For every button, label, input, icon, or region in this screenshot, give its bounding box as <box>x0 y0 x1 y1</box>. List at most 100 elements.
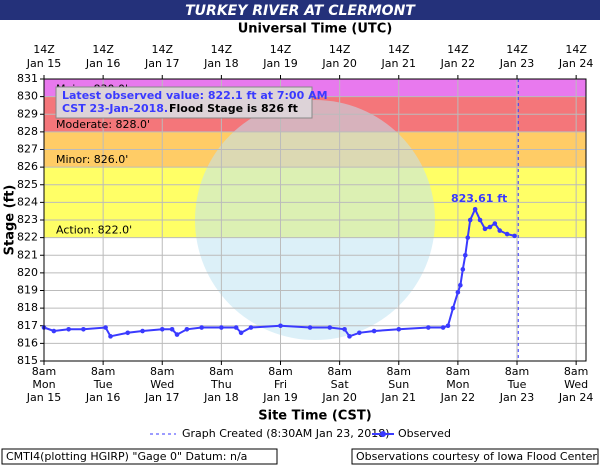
observed-point <box>426 325 431 330</box>
observed-point <box>184 326 190 332</box>
chart-title: TURKEY RIVER AT CLERMONT <box>185 3 416 19</box>
observed-point <box>371 328 377 334</box>
observed-point <box>458 282 463 288</box>
info-box <box>55 86 313 119</box>
footer-left: CMTI4(plotting HGIRP) "Gage 0" Datum: n/… <box>6 450 247 463</box>
x2-tick-date: Jan 21 <box>381 57 416 70</box>
observed-point <box>357 330 362 336</box>
observed-point <box>492 221 498 226</box>
info-flood-stage: Flood Stage is 826 ft <box>169 102 298 115</box>
y-tick-label: 827 <box>17 143 38 156</box>
y-tick-label: 826 <box>17 160 38 173</box>
y-tick-label: 824 <box>17 195 38 208</box>
x-tick-time: 8am <box>150 365 174 378</box>
x-tick-date: Jan 16 <box>85 391 120 404</box>
observed-point <box>307 325 313 330</box>
x-tick-day: Thu <box>210 378 232 391</box>
observed-point <box>199 325 204 330</box>
x-tick-time: 8am <box>505 365 529 378</box>
observed-point <box>219 325 224 330</box>
x-tick-date: Jan 22 <box>440 391 475 404</box>
observed-point <box>460 267 466 272</box>
observed-point <box>103 325 108 330</box>
x-tick-day: Tue <box>507 378 527 391</box>
info-line: CST 23-Jan-2018. <box>62 102 168 115</box>
observed-point <box>51 328 57 334</box>
x-tick-date: Jan 20 <box>321 391 356 404</box>
observed-point <box>66 326 71 332</box>
x-tick-date: Jan 24 <box>558 391 593 404</box>
x-axis-title: Site Time (CST) <box>258 409 371 424</box>
top-axis-title: Universal Time (UTC) <box>238 22 393 37</box>
observed-point <box>81 326 86 332</box>
y-axis-title: Stage (ft) <box>3 185 18 256</box>
x-tick-time: 8am <box>209 365 233 378</box>
x-tick-date: Jan 21 <box>381 391 416 404</box>
x-tick-time: 8am <box>327 365 351 378</box>
y-tick-label: 828 <box>17 125 38 138</box>
observed-point <box>440 325 446 330</box>
x-tick-date: Jan 19 <box>262 391 297 404</box>
x-tick-day: Tue <box>93 378 113 391</box>
y-tick-label: 830 <box>17 90 38 103</box>
x-tick-time: 8am <box>268 365 292 378</box>
footer-box <box>351 448 599 465</box>
observed-point <box>125 330 131 336</box>
y-tick-label: 821 <box>17 248 38 261</box>
info-line: Latest observed value: 822.1 ft at 7:00 … <box>62 89 328 102</box>
y-tick-label: 825 <box>17 178 38 191</box>
observed-point <box>342 326 347 332</box>
y-tick-label: 822 <box>17 231 38 244</box>
y-tick-label: 823 <box>17 213 38 226</box>
observed-point <box>159 326 165 332</box>
x-tick-time: 8am <box>564 365 588 378</box>
observed-point <box>140 328 145 334</box>
y-tick-label: 818 <box>17 301 38 314</box>
observed-point <box>248 325 254 330</box>
plot-area: 815 816 817 818 819 820 821 822 823 824 825 826 827 8… <box>17 43 593 404</box>
flood-band-label: Moderate: 828.0' <box>56 118 150 131</box>
x2-tick-utc: 14Z <box>151 43 173 56</box>
observed-point <box>445 323 451 329</box>
observed-point <box>169 326 175 332</box>
x-tick-day: Wed <box>150 378 174 391</box>
observed-point <box>450 305 456 311</box>
y-tick-label: 831 <box>17 72 38 85</box>
x2-tick-utc: 14Z <box>33 43 55 56</box>
observed-point <box>512 233 517 239</box>
y-tick-label: 820 <box>17 266 38 279</box>
x2-tick-date: Jan 23 <box>499 57 534 70</box>
x2-tick-utc: 14Z <box>388 43 410 56</box>
x-tick-day: Sat <box>331 378 350 391</box>
flood-band-label: Action: 822.0' <box>56 224 132 237</box>
x-tick-day: Fri <box>274 378 287 391</box>
y-tick-label: 815 <box>17 354 38 367</box>
y-tick-label: 817 <box>17 319 38 332</box>
observed-point <box>108 334 113 339</box>
x2-tick-date: Jan 15 <box>26 57 61 70</box>
y-tick-label: 819 <box>17 284 38 297</box>
x2-tick-date: Jan 19 <box>262 57 297 70</box>
x-tick-date: Jan 18 <box>203 391 238 404</box>
observed-point <box>497 228 503 233</box>
observed-point <box>472 206 478 212</box>
observed-point <box>477 217 483 223</box>
legend-label: Observed <box>398 427 451 440</box>
x-tick-time: 8am <box>387 365 411 378</box>
footer-box <box>1 448 278 465</box>
x2-tick-date: Jan 24 <box>558 57 593 70</box>
legend-label: Graph Created (8:30AM Jan 23, 2018) <box>182 427 390 440</box>
footer-right: Observations courtesy of Iowa Flood Cent… <box>356 450 597 463</box>
x2-tick-utc: 14Z <box>565 43 587 56</box>
observed-point <box>233 325 239 330</box>
observed-point <box>396 326 402 332</box>
x-tick-date: Jan 23 <box>499 391 534 404</box>
observed-point <box>467 217 473 223</box>
x2-tick-date: Jan 16 <box>85 57 120 70</box>
observed-point <box>455 289 461 295</box>
observed-point <box>504 231 510 237</box>
title-bar <box>0 0 600 20</box>
x2-tick-utc: 14Z <box>92 43 114 56</box>
observed-point <box>347 334 352 339</box>
